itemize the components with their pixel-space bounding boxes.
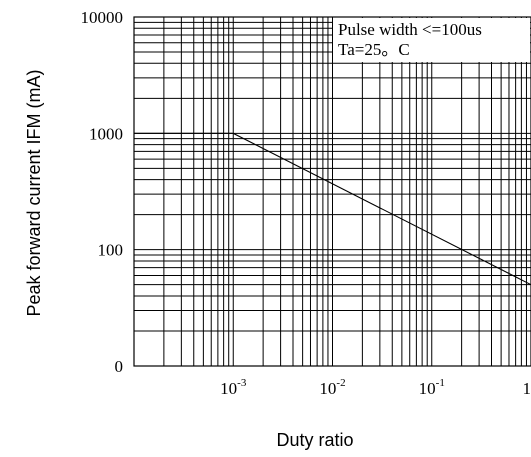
series-group bbox=[134, 132, 531, 286]
y-axis-label: Peak forward current IFM (mA) bbox=[24, 69, 44, 316]
annotation-box: Pulse width <=100us Ta=25。C bbox=[333, 18, 530, 62]
plot-frame bbox=[133, 16, 531, 367]
x-tick-label: 10-2 bbox=[319, 377, 345, 398]
x-tick-label: 10-1 bbox=[419, 377, 445, 398]
annotation-line-1: Pulse width <=100us bbox=[338, 20, 482, 39]
y-tick-label: 10000 bbox=[81, 8, 124, 27]
y-tick-labels: 0 100 1000 10000 bbox=[81, 8, 124, 376]
series-line bbox=[134, 132, 531, 286]
y-tick-label: 1000 bbox=[89, 124, 123, 143]
x-tick-labels: 10-3 10-2 10-1 1 bbox=[220, 377, 531, 398]
grid bbox=[134, 17, 531, 366]
y-tick-label: 0 bbox=[115, 357, 124, 376]
x-tick-label: 1 bbox=[523, 379, 531, 398]
x-axis-label: Duty ratio bbox=[276, 430, 353, 450]
x-tick-label: 10-3 bbox=[220, 377, 247, 398]
annotation-line-2: Ta=25。C bbox=[338, 40, 410, 59]
y-tick-label: 100 bbox=[98, 241, 124, 260]
annotation-background bbox=[333, 18, 530, 62]
